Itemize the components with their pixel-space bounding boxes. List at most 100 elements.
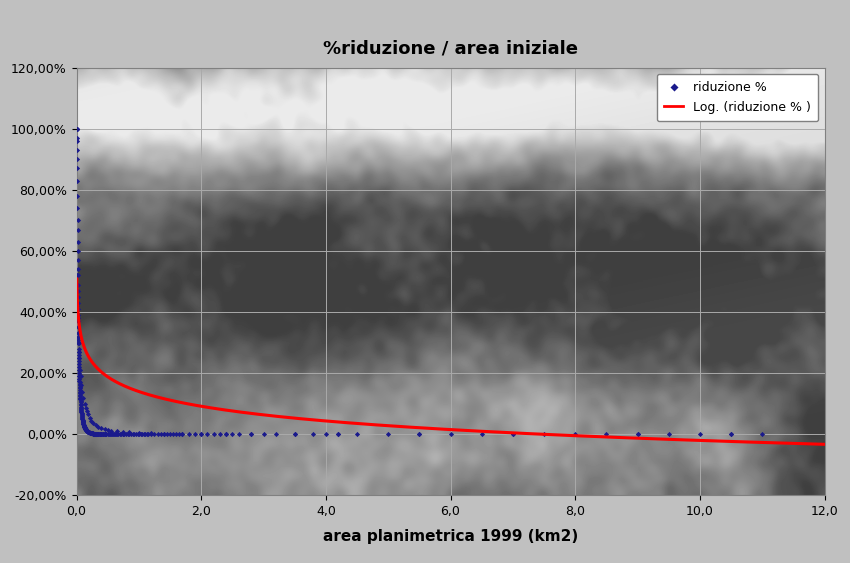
Point [88, 430, 102, 439]
Point [80, 426, 94, 435]
Point [71, 338, 85, 347]
Point [82, 428, 96, 437]
Point [76, 419, 90, 428]
Point [173, 430, 186, 439]
Point [73, 376, 87, 385]
Point [93, 430, 106, 439]
Point [75, 410, 88, 419]
Point [71, 335, 85, 344]
Point [71, 204, 84, 213]
Point [131, 430, 145, 439]
Point [78, 423, 92, 432]
Point [127, 430, 140, 439]
Point [70, 124, 83, 133]
Point [72, 372, 86, 381]
Point [75, 410, 88, 419]
Point [80, 426, 94, 435]
Point [76, 421, 90, 430]
Point [79, 404, 93, 413]
Point [71, 124, 84, 133]
Point [71, 146, 84, 155]
Point [122, 428, 136, 437]
Point [132, 430, 145, 439]
Point [82, 428, 96, 437]
Point [87, 429, 100, 438]
Point [88, 430, 102, 439]
Point [444, 430, 457, 439]
Point [79, 425, 93, 434]
Point [662, 430, 676, 439]
Point [74, 403, 88, 412]
Point [73, 378, 87, 387]
Point [319, 430, 332, 439]
Point [71, 124, 84, 133]
Point [73, 388, 87, 397]
Point [77, 422, 91, 431]
Point [141, 430, 155, 439]
Point [115, 430, 128, 439]
Point [71, 216, 84, 225]
Point [169, 430, 183, 439]
Point [89, 421, 103, 430]
Point [81, 427, 94, 436]
Point [73, 365, 87, 374]
Point [72, 354, 86, 363]
Point [244, 430, 258, 439]
Point [85, 416, 99, 425]
Point [71, 124, 84, 133]
Point [132, 428, 145, 437]
Point [74, 395, 88, 404]
Point [154, 430, 167, 439]
Point [98, 425, 111, 434]
Point [71, 344, 85, 353]
Point [724, 430, 738, 439]
Point [382, 430, 395, 439]
Point [412, 430, 426, 439]
Point [83, 428, 97, 437]
Point [82, 428, 95, 437]
Point [167, 430, 180, 439]
Point [120, 430, 133, 439]
Point [182, 430, 196, 439]
Point [106, 430, 120, 439]
Point [75, 407, 88, 416]
Point [85, 429, 99, 438]
Point [80, 426, 94, 435]
Point [96, 430, 110, 439]
Point [87, 418, 100, 427]
Point [71, 286, 85, 295]
Point [288, 430, 302, 439]
Point [104, 430, 117, 439]
Point [176, 430, 190, 439]
Point [71, 323, 85, 332]
Point [81, 427, 94, 436]
Point [92, 422, 105, 431]
Point [76, 417, 89, 426]
Point [412, 430, 426, 439]
Point [77, 422, 91, 431]
Point [75, 405, 88, 414]
Point [82, 428, 95, 437]
Point [78, 399, 92, 408]
Point [71, 298, 85, 307]
Point [71, 271, 85, 280]
Point [74, 397, 88, 406]
Point [108, 430, 122, 439]
Point [71, 191, 84, 200]
Point [74, 404, 88, 413]
Title: %riduzione / area iniziale: %riduzione / area iniziale [323, 39, 578, 57]
Point [76, 412, 89, 421]
Point [72, 354, 86, 363]
Point [110, 427, 124, 436]
Point [124, 430, 138, 439]
Point [75, 408, 88, 417]
Point [78, 423, 92, 432]
Point [80, 426, 94, 435]
Point [82, 428, 95, 437]
Point [71, 237, 84, 246]
Point [77, 422, 91, 431]
Point [110, 430, 123, 439]
Point [140, 430, 154, 439]
Point [506, 430, 519, 439]
Point [84, 428, 98, 437]
